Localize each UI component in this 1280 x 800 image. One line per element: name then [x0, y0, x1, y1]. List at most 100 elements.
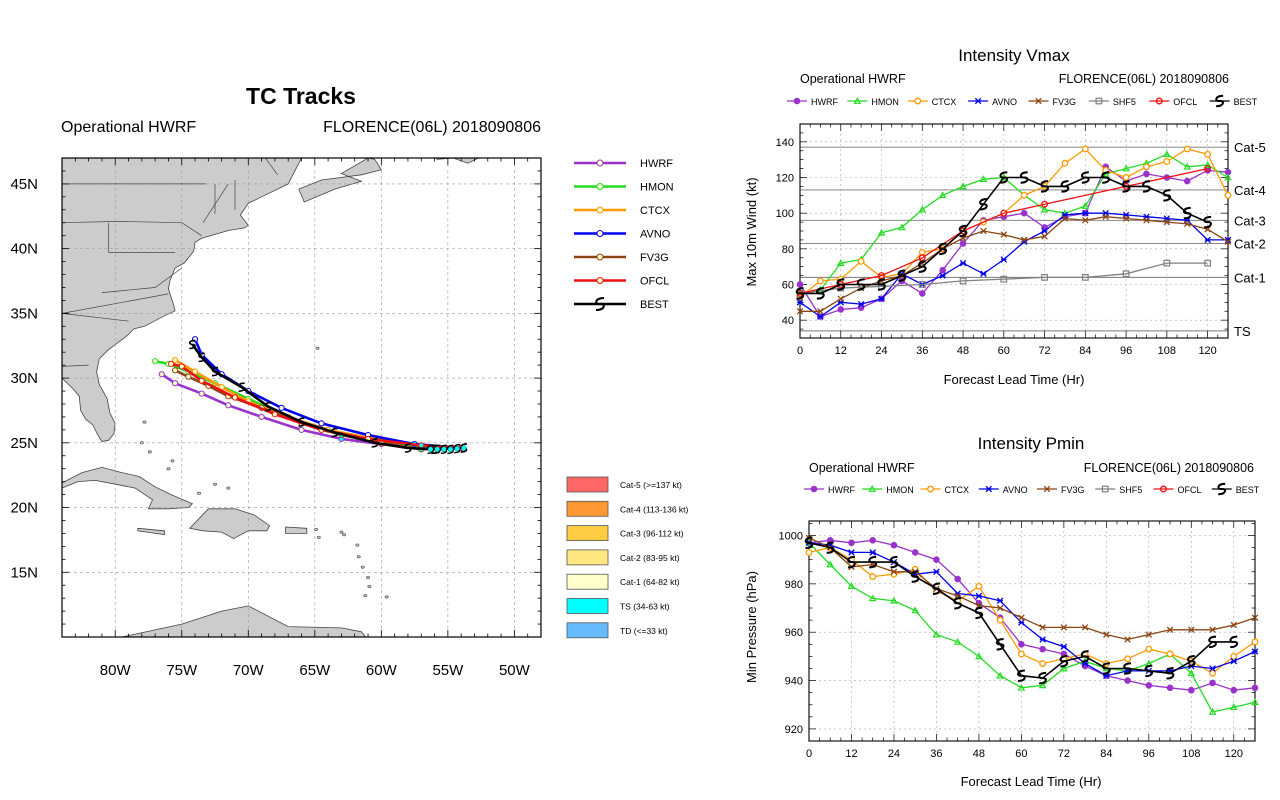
legend-marker-best: [595, 297, 605, 311]
data-point-avno: [975, 592, 983, 600]
data-point-hmon: [1187, 669, 1196, 677]
plot-background: [800, 124, 1228, 338]
xtick-label: 120: [1225, 748, 1243, 760]
data-point-ctcx: [1251, 638, 1259, 646]
data-point-fv3g: [1166, 626, 1174, 634]
threshold-label: Cat-4: [1234, 183, 1266, 198]
data-point-best: [795, 287, 805, 300]
data-point-fv3g: [1251, 614, 1259, 621]
data-point-avno: [933, 568, 940, 576]
threshold-label: Cat-5: [1234, 140, 1266, 155]
data-point-hwrf: [1039, 645, 1046, 653]
map-ytick-label: 30N: [10, 370, 38, 387]
data-point-fv3g: [1188, 626, 1195, 634]
data-point-fv3g: [1060, 624, 1068, 631]
legend-marker-hmon: [853, 96, 862, 104]
track-point-hwrf: [258, 413, 265, 421]
data-point-ctcx: [1163, 157, 1171, 165]
legend-label-best: BEST: [640, 299, 669, 311]
map-xtick-label: 75W: [166, 662, 198, 679]
series-line-hwrf: [799, 165, 1229, 318]
vmax-title: Intensity Vmax: [958, 46, 1070, 65]
ytick-label: 1000: [779, 531, 803, 543]
track-point-hwrf: [198, 390, 205, 397]
data-point-avno: [1041, 227, 1048, 235]
data-point-fv3g: [1143, 217, 1150, 224]
pmin-panel: Intensity Pmin Operational HWRF FLORENCE…: [744, 434, 1260, 789]
track-point-ctcx: [171, 356, 179, 364]
pmin-legend: HWRF HMON CTCX AVNO FV3G SHF5 OFCL BEST: [804, 482, 1260, 496]
data-point-best: [1121, 180, 1131, 193]
xtick-label: 60: [998, 345, 1010, 357]
data-point-hmon: [975, 652, 983, 660]
xtick-label: 36: [930, 748, 942, 760]
data-point-best: [1182, 206, 1192, 220]
data-point-ofcl: [1204, 165, 1212, 173]
data-point-avno: [817, 313, 824, 320]
small-island: [170, 459, 175, 463]
legend-label-fv3g: FV3G: [640, 252, 669, 264]
track-point-best: [188, 339, 196, 350]
track-point-ofcl: [168, 360, 175, 367]
data-point-best: [1040, 180, 1049, 193]
data-point-fv3g: [1061, 215, 1069, 222]
data-point-best: [1019, 171, 1029, 184]
data-point-hwrf: [933, 556, 940, 563]
track-ts-marker: [461, 445, 467, 451]
data-point-hwrf: [848, 539, 855, 547]
data-point-best: [1208, 635, 1217, 649]
data-point-hmon: [1163, 150, 1171, 158]
data-point-best: [889, 555, 899, 569]
map-track-legend: HWRF HMON CTCX AVNO FV3G OFCL BEST: [574, 158, 674, 311]
data-point-ctcx: [1183, 145, 1191, 153]
legend-label-ofcl: OFCL: [1173, 97, 1197, 107]
puerto-rico-land: [285, 526, 308, 534]
data-point-avno: [996, 597, 1004, 605]
legend-label-ofcl: OFCL: [1178, 485, 1202, 495]
data-point-fv3g: [1041, 233, 1048, 240]
vmax-plot-area: Cat-5 Cat-4 Cat-3 Cat-2 Cat-1 TS 0 12 24 36 48 60 72…: [776, 123, 1266, 357]
legend-marker-ctcx: [596, 206, 604, 214]
data-point-hmon: [836, 259, 845, 266]
series-line-hmon: [808, 542, 1256, 713]
track-ts-marker: [454, 445, 460, 452]
ytick-label: 60: [782, 280, 794, 292]
data-point-hmon: [1224, 173, 1232, 181]
data-point-best: [958, 224, 968, 238]
data-point-best: [1165, 667, 1175, 680]
data-point-best: [1187, 654, 1196, 668]
pmin-left-label: Operational HWRF: [809, 461, 915, 475]
data-point-hmon: [1060, 664, 1068, 672]
map-tracks: [152, 336, 468, 455]
xtick-label: 12: [845, 748, 857, 760]
data-point-best: [816, 287, 825, 300]
data-point-avno: [959, 259, 967, 267]
data-point-hmon: [996, 671, 1004, 679]
data-point-fv3g: [1209, 626, 1216, 634]
legend-label-shf5: SHF5: [1119, 485, 1142, 495]
series-line-hwrf: [808, 539, 1256, 691]
intensity-label: TD (<=33 kt): [620, 626, 668, 636]
legend-label-hmon: HMON: [871, 97, 899, 107]
xtick-label: 84: [1079, 345, 1091, 357]
map-right-label: FLORENCE(06L) 2018090806: [323, 119, 541, 136]
track-point-ofcl: [231, 394, 239, 401]
data-point-hwrf: [959, 240, 967, 247]
data-point-avno: [878, 295, 885, 303]
xtick-label: 72: [1058, 748, 1070, 760]
data-point-hmon: [826, 560, 835, 568]
map-ytick-label: 20N: [10, 500, 38, 517]
track-point-hwrf: [225, 402, 232, 409]
data-point-ctcx: [1039, 660, 1047, 668]
data-point-shf5: [1204, 259, 1212, 267]
vmax-right-label: FLORENCE(06L) 2018090806: [1059, 72, 1229, 86]
south-america-land: [120, 605, 367, 637]
state-border: [101, 267, 183, 293]
data-point-avno: [796, 299, 804, 306]
xtick-label: 0: [806, 748, 812, 760]
legend-label-hwrf: HWRF: [640, 158, 673, 170]
data-point-hmon: [1017, 683, 1026, 691]
legend-label-best: BEST: [1234, 97, 1258, 107]
threshold-label: Cat-2: [1234, 236, 1266, 251]
